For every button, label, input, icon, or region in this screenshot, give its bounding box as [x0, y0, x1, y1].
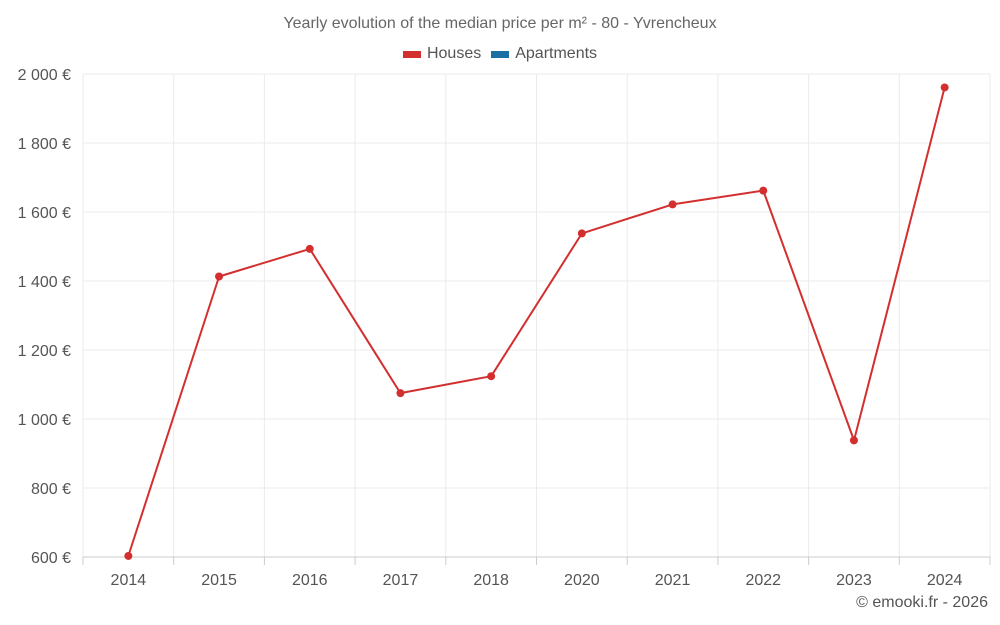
data-point-houses	[849, 436, 858, 445]
x-tick-label: 2023	[836, 572, 872, 589]
x-tick-label: 2024	[927, 572, 963, 589]
data-point-houses	[124, 551, 133, 560]
y-tick-label: 1 800 €	[18, 136, 71, 153]
x-tick-label: 2017	[383, 572, 419, 589]
legend-item-apartments[interactable]: Apartments	[491, 45, 597, 63]
x-tick-label: 2015	[201, 572, 237, 589]
data-point-houses	[668, 200, 677, 209]
x-tick-label: 2021	[655, 572, 691, 589]
series-line-houses	[127, 87, 946, 557]
x-tick-label: 2018	[473, 572, 509, 589]
y-tick-label: 1 400 €	[18, 274, 71, 291]
y-tick-label: 1 600 €	[18, 205, 71, 222]
y-tick-label: 2 000 €	[18, 67, 71, 84]
y-tick-label: 600 €	[31, 550, 71, 567]
data-point-houses	[487, 372, 496, 381]
x-tick-label: 2020	[564, 572, 600, 589]
x-tick-label: 2016	[292, 572, 328, 589]
y-tick-label: 1 000 €	[18, 412, 71, 429]
data-point-houses	[940, 83, 949, 92]
y-tick-label: 1 200 €	[18, 343, 71, 360]
data-point-houses	[759, 186, 768, 195]
legend-swatch-apartments	[491, 50, 510, 58]
x-tick-label: 2014	[111, 572, 147, 589]
legend-label-houses: Houses	[426, 45, 482, 62]
data-point-houses	[396, 389, 405, 398]
legend-label-apartments: Apartments	[515, 45, 598, 62]
x-tick-label: 2022	[745, 572, 781, 589]
credit: © emooki.fr - 2026	[856, 594, 988, 611]
data-point-houses	[305, 244, 314, 253]
y-tick-label: 800 €	[31, 481, 71, 498]
data-point-houses	[577, 229, 586, 238]
chart-title: Yearly evolution of the median price per…	[283, 15, 717, 32]
data-point-houses	[215, 272, 224, 281]
legend-swatch-houses	[402, 50, 421, 58]
legend: Houses Apartments	[0, 45, 1000, 63]
legend-item-houses[interactable]: Houses	[402, 45, 482, 63]
